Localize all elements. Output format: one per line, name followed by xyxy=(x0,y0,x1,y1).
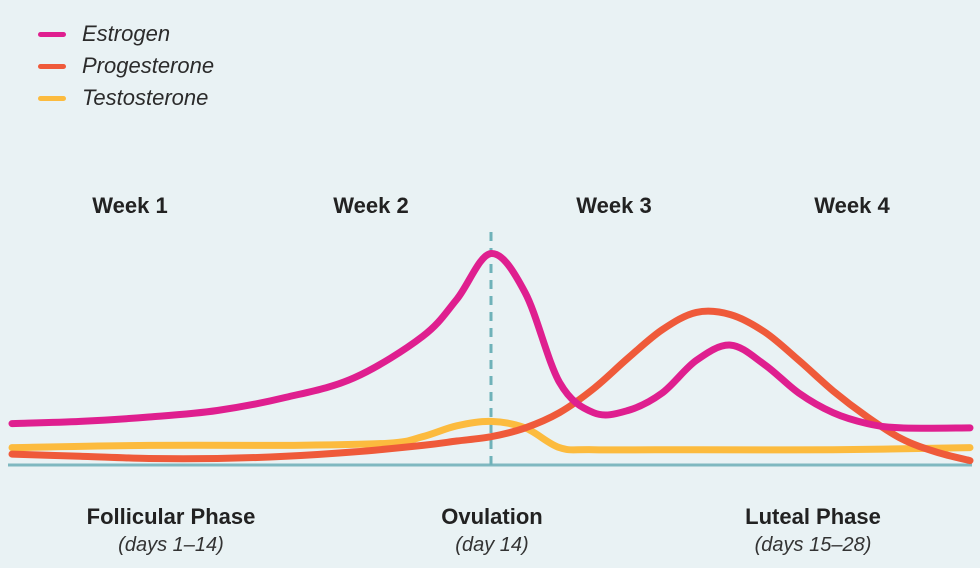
phase-ovulation: Ovulation (day 14) xyxy=(441,503,542,559)
phase-days: (days 15–28) xyxy=(754,534,872,556)
phase-luteal: Luteal Phase (days 15–28) xyxy=(745,503,881,559)
week-3-label: Week 3 xyxy=(576,193,652,218)
legend-item-estrogen: Estrogen xyxy=(38,18,214,50)
phase-name: Luteal Phase xyxy=(745,504,881,529)
week-2-label: Week 2 xyxy=(333,193,409,218)
legend-swatch-progesterone xyxy=(38,63,66,69)
legend-label: Estrogen xyxy=(82,21,171,46)
week-1-label: Week 1 xyxy=(92,193,168,218)
legend-item-testosterone: Testosterone xyxy=(38,82,214,114)
series-line-estrogen xyxy=(8,250,974,432)
legend-item-progesterone: Progesterone xyxy=(38,50,214,82)
legend: Estrogen Progesterone Testosterone xyxy=(38,18,214,114)
week-4-label: Week 4 xyxy=(814,193,890,218)
phase-days: (day 14) xyxy=(455,534,529,556)
series-line-testosterone xyxy=(8,417,974,454)
phase-days: (days 1–14) xyxy=(118,534,224,556)
series-line-progesterone xyxy=(8,307,974,465)
phase-name: Follicular Phase xyxy=(86,504,256,529)
legend-swatch-estrogen xyxy=(38,31,66,37)
legend-label: Progesterone xyxy=(82,53,215,78)
legend-label: Testosterone xyxy=(82,85,209,110)
phase-name: Ovulation xyxy=(441,504,543,529)
phase-follicular: Follicular Phase (days 1–14) xyxy=(87,503,256,559)
legend-swatch-testosterone xyxy=(38,95,66,101)
